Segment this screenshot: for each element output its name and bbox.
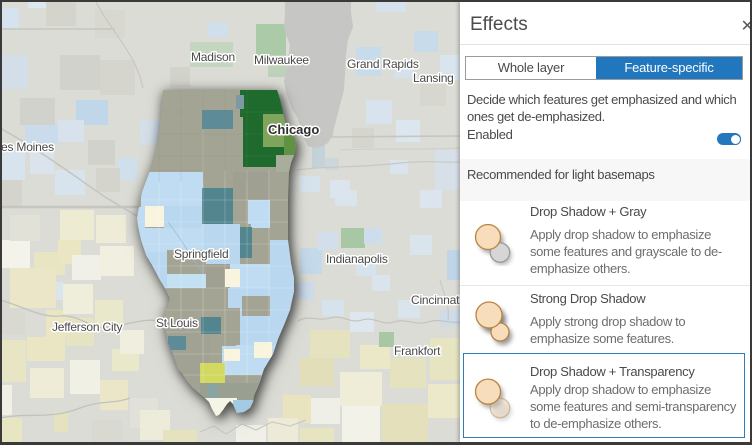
svg-text:Lansing: Lansing <box>413 71 454 85</box>
svg-text:Frankfort: Frankfort <box>394 344 441 358</box>
svg-text:es Moines: es Moines <box>2 140 54 154</box>
svg-text:Springfield: Springfield <box>174 247 229 261</box>
svg-text:Grand Rapids: Grand Rapids <box>347 57 419 71</box>
svg-text:Chicago: Chicago <box>268 122 319 137</box>
svg-text:Cincinnati: Cincinnati <box>411 293 460 307</box>
svg-text:Jefferson City: Jefferson City <box>52 320 123 334</box>
svg-text:Milwaukee: Milwaukee <box>254 53 309 67</box>
svg-text:Madison: Madison <box>191 50 235 64</box>
svg-text:Indianapolis: Indianapolis <box>326 252 388 266</box>
svg-text:St Louis: St Louis <box>156 316 198 330</box>
